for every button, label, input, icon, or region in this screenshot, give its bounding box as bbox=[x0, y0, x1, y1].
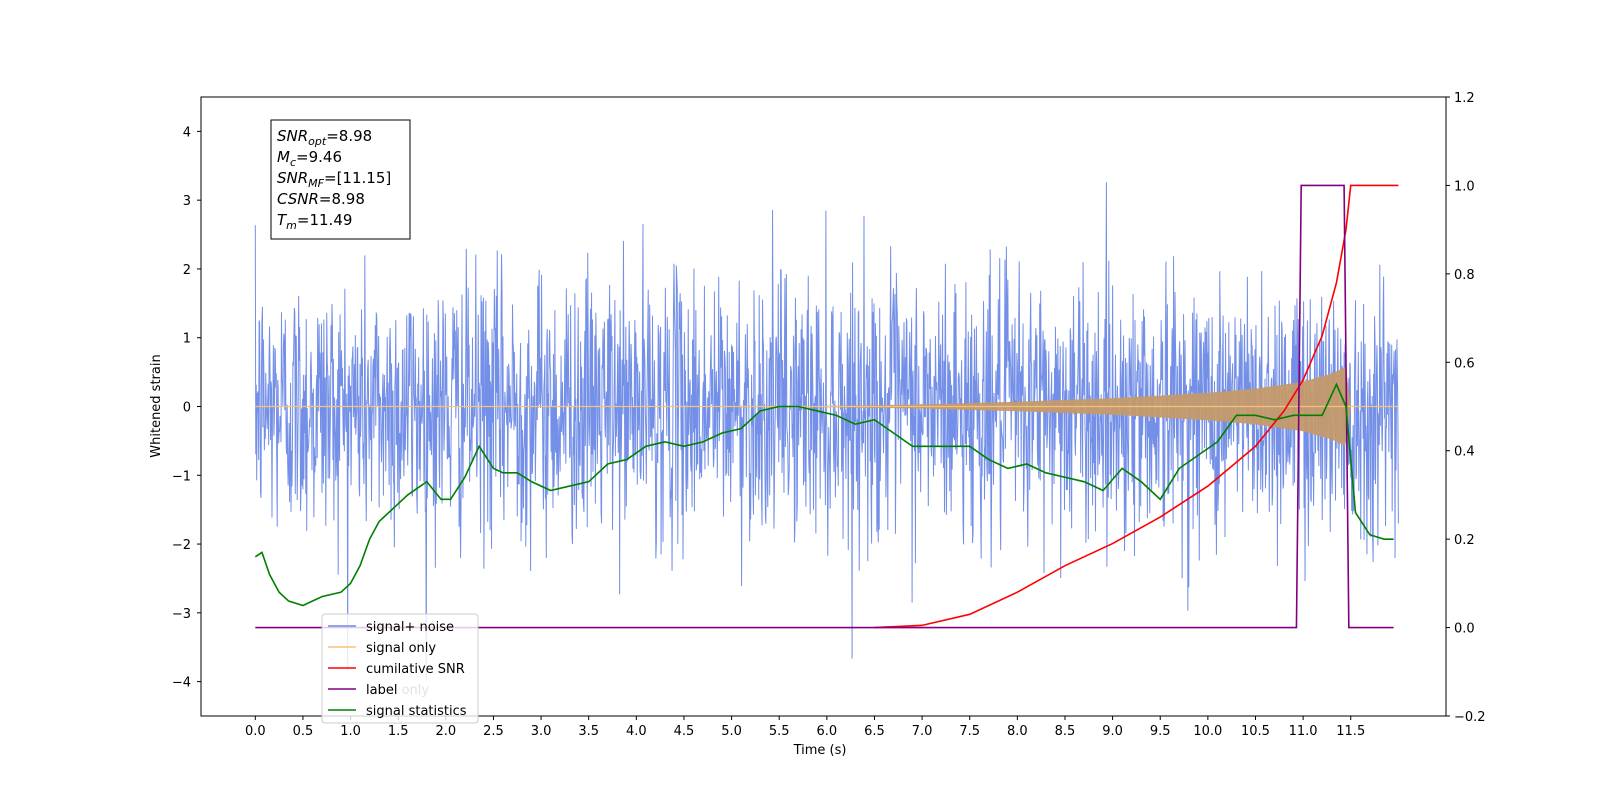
x-tick-label: 1.5 bbox=[388, 724, 409, 739]
x-tick-label: 5.5 bbox=[769, 724, 790, 739]
x-tick-label: 4.5 bbox=[674, 724, 695, 739]
x-tick-label: 10.5 bbox=[1241, 724, 1270, 739]
annotation-frame bbox=[270, 119, 411, 240]
x-tick-label: 6.5 bbox=[864, 724, 885, 739]
plot-area bbox=[254, 182, 1399, 681]
series-label-line bbox=[255, 184, 1394, 629]
series-cumulative-snr-line bbox=[874, 184, 1399, 629]
x-tick-label: 6.0 bbox=[816, 724, 837, 739]
x-tick-label: 8.0 bbox=[1007, 724, 1028, 739]
annotation-line: Tm=11.49 bbox=[277, 211, 352, 232]
x-tick-label: 0.5 bbox=[293, 724, 314, 739]
legend-entry-label: label bbox=[366, 683, 397, 698]
legend-hidden-label: label only bbox=[366, 683, 429, 698]
legend-frame bbox=[321, 613, 479, 724]
y2-tick-label: 0.0 bbox=[1454, 622, 1475, 637]
x-tick-label: 11.0 bbox=[1289, 724, 1318, 739]
legend-entry-label: signal only bbox=[366, 641, 436, 656]
y-tick-label: 2 bbox=[183, 263, 191, 278]
y-tick-label: −1 bbox=[172, 469, 191, 484]
x-tick-label: 0.0 bbox=[245, 724, 266, 739]
y2-tick-label: 0.2 bbox=[1454, 533, 1475, 548]
y-tick-label: −4 bbox=[172, 676, 191, 691]
x-tick-label: 7.0 bbox=[912, 724, 933, 739]
y-axis-label: Whitened strain bbox=[149, 354, 164, 457]
x-axis-label: Time (s) bbox=[793, 743, 847, 758]
y-tick-label: 4 bbox=[183, 125, 191, 140]
y-tick-label: 0 bbox=[183, 401, 191, 416]
x-tick-label: 2.5 bbox=[483, 724, 504, 739]
x-tick-label: 2.0 bbox=[435, 724, 456, 739]
series-signal-statistics-line bbox=[254, 382, 1394, 607]
x-tick-label: 7.5 bbox=[959, 724, 980, 739]
y-tick-label: −3 bbox=[172, 607, 191, 622]
x-tick-label: 5.0 bbox=[721, 724, 742, 739]
y2-tick-label: 1.2 bbox=[1454, 91, 1475, 106]
legend-entry-label: signal statistics bbox=[366, 704, 467, 719]
annotation-box: SNRopt=8.98Mc=9.46SNRMF=[11.15]CSNR=8.98… bbox=[270, 119, 411, 240]
y2-tick-label: 0.8 bbox=[1454, 268, 1475, 283]
x-tick-label: 11.5 bbox=[1336, 724, 1365, 739]
y2-tick-label: 0.4 bbox=[1454, 445, 1475, 460]
y2-tick-label: 1.0 bbox=[1454, 179, 1475, 194]
legend-entry-label: signal+ noise bbox=[366, 620, 454, 635]
series-signal-noise-line bbox=[254, 182, 1399, 681]
x-tick-label: 10.0 bbox=[1193, 724, 1222, 739]
x-tick-label: 8.5 bbox=[1055, 724, 1076, 739]
legend-entry-label: cumilative SNR bbox=[366, 662, 465, 677]
annotation-line: SNRopt=8.98 bbox=[277, 127, 372, 148]
x-tick-label: 9.5 bbox=[1150, 724, 1171, 739]
y-tick-label: 1 bbox=[183, 332, 191, 347]
y-tick-label: −2 bbox=[172, 538, 191, 553]
annotation-line: Mc=9.46 bbox=[277, 148, 342, 169]
annotation-line: SNRMF=[11.15] bbox=[277, 169, 391, 190]
x-tick-label: 3.0 bbox=[531, 724, 552, 739]
legend: signal+ noise signal only cumilative SNR la… bbox=[321, 613, 479, 724]
x-tick-label: 9.0 bbox=[1102, 724, 1123, 739]
y-tick-label: 3 bbox=[183, 194, 191, 209]
ticks: 0.0 0.5 1.0 1.5 2.0 2.5 3.0 3.5 4.0 4.5 5.0 5.5 6.0 6… bbox=[172, 91, 1486, 739]
x-tick-label: 3.5 bbox=[578, 724, 599, 739]
y2-tick-label: 0.6 bbox=[1454, 356, 1475, 371]
x-tick-label: 4.0 bbox=[626, 724, 647, 739]
y2-tick-label: −0.2 bbox=[1454, 710, 1486, 725]
annotation-line: CSNR=8.98 bbox=[277, 190, 365, 208]
x-tick-label: 1.0 bbox=[340, 724, 361, 739]
